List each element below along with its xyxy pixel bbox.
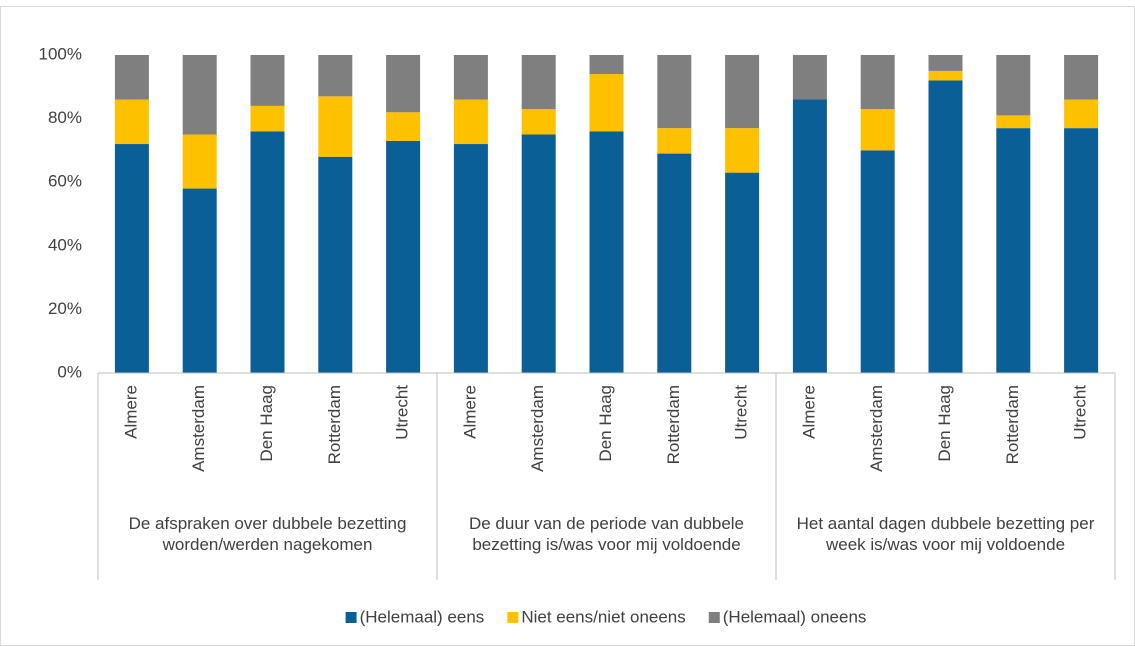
bar-segment: [725, 128, 760, 173]
y-tick-label: 0%: [57, 362, 82, 381]
legend-label: (Helemaal) eens: [360, 607, 485, 626]
bar-segment: [318, 156, 353, 373]
y-tick-label: 80%: [48, 108, 82, 127]
bar-segment: [453, 55, 488, 100]
x-tick-label: Almere: [121, 385, 140, 439]
bar-segment: [1064, 99, 1099, 129]
bar-segment: [182, 134, 217, 189]
bar-segment: [250, 105, 285, 132]
x-tick-label: Den Haag: [257, 385, 276, 462]
bar-segment: [928, 70, 963, 81]
bar-segment: [589, 74, 624, 132]
bar-segment: [521, 134, 556, 373]
x-tick-label: Almere: [460, 385, 479, 439]
bar-segment: [114, 99, 149, 145]
bar-segment: [182, 55, 217, 135]
x-tick-label: Den Haag: [935, 385, 954, 462]
bar-segment: [318, 55, 353, 97]
y-tick-label: 100%: [39, 44, 82, 63]
bar-segment: [657, 128, 692, 154]
y-tick-label: 40%: [48, 235, 82, 254]
group-label: De duur van de periode van dubbele bezet…: [468, 514, 745, 554]
bar-segment: [928, 55, 963, 71]
bar-segment: [657, 153, 692, 373]
bar-segment: [250, 55, 285, 106]
bar-segment: [453, 99, 488, 145]
bar-segment: [996, 115, 1031, 129]
bar-segment: [860, 150, 895, 373]
legend-swatch: [708, 612, 720, 623]
bar-segment: [1064, 128, 1099, 373]
group-label: Het aantal dagen dubbele bezetting per w…: [796, 514, 1095, 554]
bar-segment: [657, 55, 692, 129]
x-tick-label: Amsterdam: [189, 385, 208, 472]
group-label: De afspraken over dubbele bezetting word…: [128, 514, 407, 554]
bar-segment: [521, 109, 556, 135]
bar-segment: [928, 80, 963, 373]
y-tick-label: 20%: [48, 299, 82, 318]
bar-segment: [589, 55, 624, 75]
x-tick-label: Utrecht: [1071, 385, 1090, 440]
legend-swatch: [507, 612, 519, 623]
bar-segment: [521, 55, 556, 110]
bar-segment: [114, 144, 149, 373]
bar-segment: [453, 144, 488, 373]
legend-swatch: [345, 612, 357, 623]
legend-label: Niet eens/niet oneens: [521, 607, 685, 626]
bar-segment: [792, 55, 827, 100]
bar-segment: [589, 131, 624, 373]
bar-segment: [860, 55, 895, 110]
bar-segment: [386, 140, 421, 373]
y-tick-label: 60%: [48, 172, 82, 191]
x-tick-label: Almere: [799, 385, 818, 439]
x-tick-label: Rotterdam: [325, 385, 344, 464]
bar-segment: [386, 112, 421, 141]
bar-segment: [250, 131, 285, 373]
bar-segment: [114, 55, 149, 100]
bar-segment: [182, 188, 217, 373]
bar-segment: [996, 128, 1031, 373]
bar-segment: [792, 99, 827, 374]
bar-segment: [1064, 55, 1099, 100]
bar-segment: [860, 109, 895, 151]
x-tick-label: Amsterdam: [867, 385, 886, 472]
x-tick-label: Rotterdam: [1003, 385, 1022, 464]
bar-segment: [996, 55, 1031, 116]
x-tick-label: Utrecht: [732, 385, 751, 440]
bar-segment: [318, 96, 353, 157]
x-tick-label: Amsterdam: [528, 385, 547, 472]
x-tick-label: Den Haag: [596, 385, 615, 462]
x-tick-label: Rotterdam: [664, 385, 683, 464]
bar-segment: [725, 55, 760, 129]
bar-segment: [386, 55, 421, 113]
x-tick-label: Utrecht: [393, 385, 412, 440]
legend-label: (Helemaal) oneens: [723, 607, 867, 626]
bar-segment: [725, 172, 760, 373]
